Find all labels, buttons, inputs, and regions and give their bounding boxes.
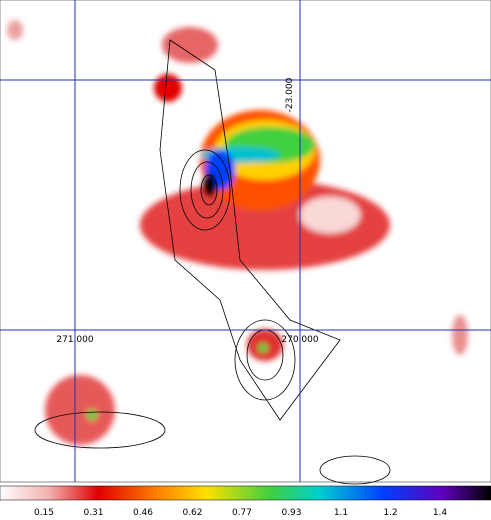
- colorbar-tick-label: 0.62: [182, 508, 202, 518]
- colorbar-tick-label: 0.46: [133, 508, 153, 518]
- colorbar-tick-label: 1.2: [383, 508, 397, 518]
- grid-label: 270.000: [281, 335, 318, 345]
- coordinate-grid: [0, 0, 491, 482]
- colorbar-tick-label: 0.93: [281, 508, 301, 518]
- colorbar-tick-label: 0.31: [83, 508, 103, 518]
- colorbar-tick-label: 1.4: [433, 508, 448, 518]
- colorbar-tick-label: 0.15: [34, 508, 54, 518]
- emission: [7, 20, 468, 445]
- grid-label: 271.000: [56, 335, 93, 345]
- contours: [34, 39, 391, 485]
- colorbar-tick-label: 0.77: [232, 508, 252, 518]
- colorbar-ticks: 0.15 0.31 0.46 0.62 0.77 0.93 1.1 1.2 1.4: [34, 508, 447, 518]
- colorbar-tick-label: 1.1: [334, 508, 348, 518]
- colorbar: [0, 485, 491, 501]
- grid-label: -23.000: [285, 77, 295, 112]
